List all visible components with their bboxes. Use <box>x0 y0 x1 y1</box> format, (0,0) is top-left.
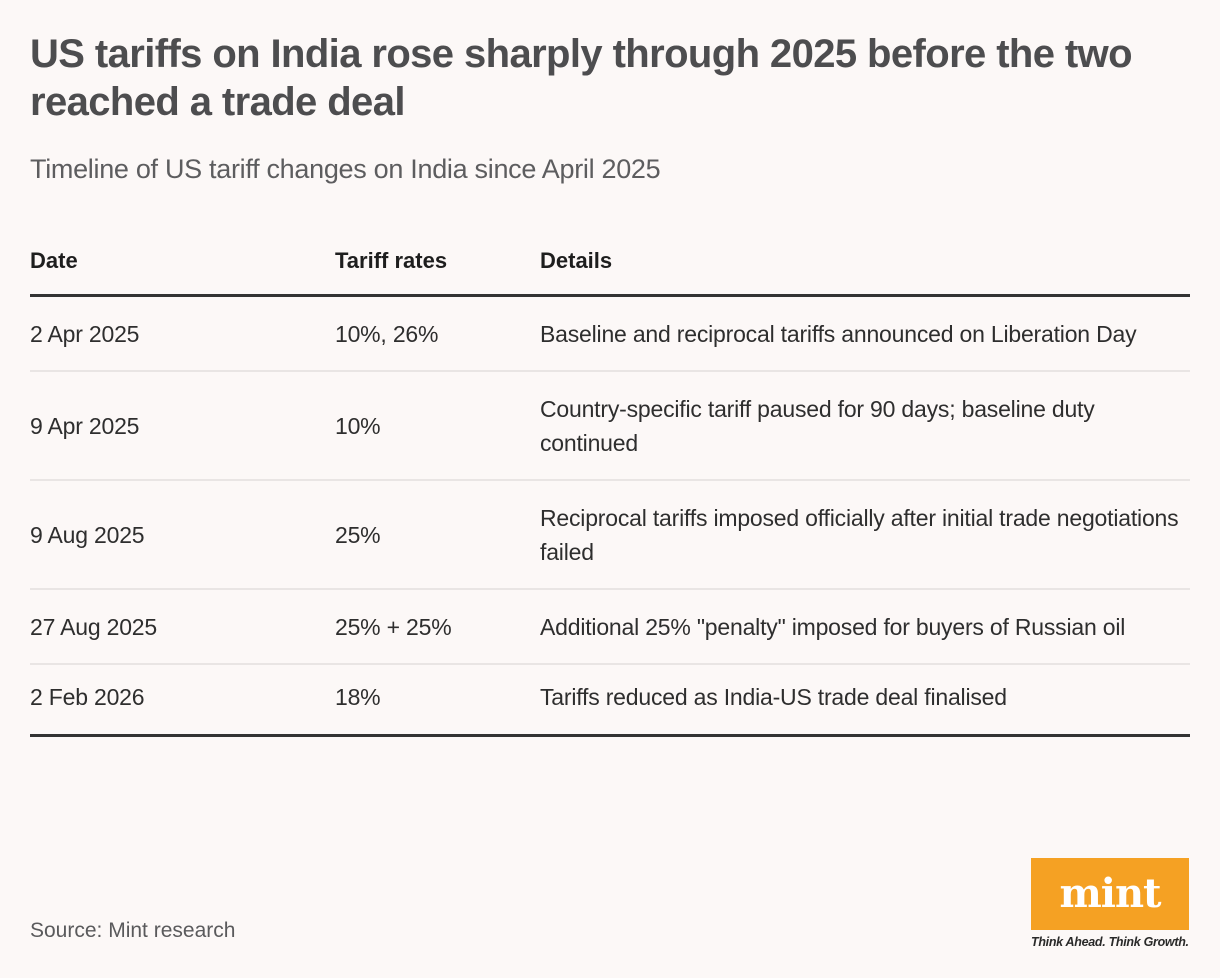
table-row: 2 Feb 2026 18% Tariffs reduced as India-… <box>30 664 1190 737</box>
cell-tariff-rate: 25% <box>335 480 540 590</box>
cell-details: Reciprocal tariffs imposed officially af… <box>540 480 1190 590</box>
cell-details: Tariffs reduced as India-US trade deal f… <box>540 664 1190 737</box>
column-header-tariff-rates: Tariff rates <box>335 243 540 297</box>
chart-title: US tariffs on India rose sharply through… <box>30 32 1133 124</box>
mint-logo: mint <box>1031 858 1189 930</box>
tariff-timeline-table: Date Tariff rates Details 2 Apr 2025 10%… <box>30 243 1190 737</box>
cell-details: Additional 25% "penalty" imposed for buy… <box>540 589 1190 665</box>
cell-details: Country-specific tariff paused for 90 da… <box>540 371 1190 481</box>
cell-tariff-rate: 25% + 25% <box>335 589 540 665</box>
mint-logo-wordmark: mint <box>1059 870 1161 917</box>
cell-date: 2 Feb 2026 <box>30 664 335 737</box>
cell-date: 2 Apr 2025 <box>30 295 335 372</box>
cell-date: 9 Apr 2025 <box>30 371 335 481</box>
table-row: 27 Aug 2025 25% + 25% Additional 25% "pe… <box>30 589 1190 665</box>
mint-tagline: Think Ahead. Think Growth. <box>1031 935 1189 949</box>
source-note: Source: Mint research <box>30 919 236 942</box>
table-row: 9 Apr 2025 10% Country-specific tariff p… <box>30 371 1190 481</box>
cell-details: Baseline and reciprocal tariffs announce… <box>540 295 1190 372</box>
table-row: 9 Aug 2025 25% Reciprocal tariffs impose… <box>30 480 1190 590</box>
cell-date: 9 Aug 2025 <box>30 480 335 590</box>
table-header-row: Date Tariff rates Details <box>30 243 1190 297</box>
cell-tariff-rate: 10% <box>335 371 540 481</box>
column-header-details: Details <box>540 243 1190 297</box>
cell-tariff-rate: 10%, 26% <box>335 295 540 372</box>
chart-subtitle: Timeline of US tariff changes on India s… <box>30 154 661 184</box>
table-row: 2 Apr 2025 10%, 26% Baseline and recipro… <box>30 295 1190 372</box>
column-header-date: Date <box>30 243 335 297</box>
cell-date: 27 Aug 2025 <box>30 589 335 665</box>
cell-tariff-rate: 18% <box>335 664 540 737</box>
